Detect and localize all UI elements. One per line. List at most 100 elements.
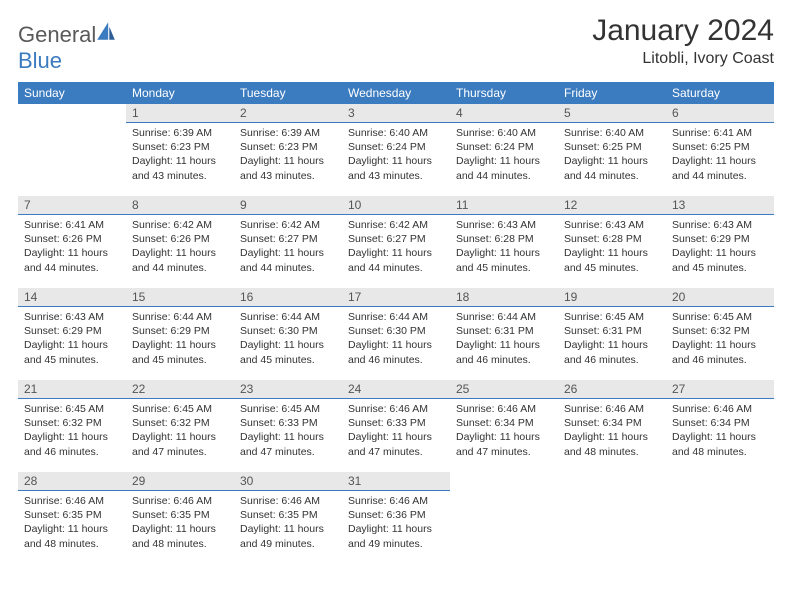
sunset-text: Sunset: 6:31 PM	[564, 324, 660, 338]
sunrise-text: Sunrise: 6:42 AM	[132, 218, 228, 232]
daylight-text: Daylight: 11 hours and 44 minutes.	[456, 154, 552, 182]
daylight-text: Daylight: 11 hours and 48 minutes.	[132, 522, 228, 550]
day-details: Sunrise: 6:42 AMSunset: 6:27 PMDaylight:…	[342, 215, 450, 279]
calendar-cell: 26Sunrise: 6:46 AMSunset: 6:34 PMDayligh…	[558, 380, 666, 472]
header: General Blue January 2024 Litobli, Ivory…	[18, 14, 774, 74]
daylight-text: Daylight: 11 hours and 43 minutes.	[348, 154, 444, 182]
daylight-text: Daylight: 11 hours and 48 minutes.	[564, 430, 660, 458]
calendar-cell: 28Sunrise: 6:46 AMSunset: 6:35 PMDayligh…	[18, 472, 126, 564]
calendar-cell: 1Sunrise: 6:39 AMSunset: 6:23 PMDaylight…	[126, 104, 234, 196]
daylight-text: Daylight: 11 hours and 46 minutes.	[348, 338, 444, 366]
daylight-text: Daylight: 11 hours and 45 minutes.	[240, 338, 336, 366]
daylight-text: Daylight: 11 hours and 44 minutes.	[348, 246, 444, 274]
daylight-text: Daylight: 11 hours and 46 minutes.	[672, 338, 768, 366]
brand-text-2: Blue	[18, 48, 62, 73]
day-details: Sunrise: 6:46 AMSunset: 6:33 PMDaylight:…	[342, 399, 450, 463]
sunrise-text: Sunrise: 6:40 AM	[456, 126, 552, 140]
sunrise-text: Sunrise: 6:43 AM	[564, 218, 660, 232]
day-number: 22	[126, 380, 234, 399]
calendar-cell: 18Sunrise: 6:44 AMSunset: 6:31 PMDayligh…	[450, 288, 558, 380]
calendar-cell: 5Sunrise: 6:40 AMSunset: 6:25 PMDaylight…	[558, 104, 666, 196]
calendar-cell: 16Sunrise: 6:44 AMSunset: 6:30 PMDayligh…	[234, 288, 342, 380]
sunrise-text: Sunrise: 6:46 AM	[672, 402, 768, 416]
day-number: 28	[18, 472, 126, 491]
sunset-text: Sunset: 6:24 PM	[348, 140, 444, 154]
sunrise-text: Sunrise: 6:46 AM	[348, 494, 444, 508]
day-number: 31	[342, 472, 450, 491]
daylight-text: Daylight: 11 hours and 44 minutes.	[564, 154, 660, 182]
day-number: 1	[126, 104, 234, 123]
sunrise-text: Sunrise: 6:40 AM	[564, 126, 660, 140]
sunrise-text: Sunrise: 6:45 AM	[24, 402, 120, 416]
sunset-text: Sunset: 6:29 PM	[672, 232, 768, 246]
day-details: Sunrise: 6:42 AMSunset: 6:27 PMDaylight:…	[234, 215, 342, 279]
day-details: Sunrise: 6:43 AMSunset: 6:28 PMDaylight:…	[450, 215, 558, 279]
sunrise-text: Sunrise: 6:46 AM	[348, 402, 444, 416]
day-details: Sunrise: 6:45 AMSunset: 6:32 PMDaylight:…	[666, 307, 774, 371]
day-number: 10	[342, 196, 450, 215]
calendar-cell: 23Sunrise: 6:45 AMSunset: 6:33 PMDayligh…	[234, 380, 342, 472]
day-details: Sunrise: 6:46 AMSunset: 6:34 PMDaylight:…	[558, 399, 666, 463]
brand-logo: General Blue	[18, 14, 117, 74]
calendar-cell: 2Sunrise: 6:39 AMSunset: 6:23 PMDaylight…	[234, 104, 342, 196]
daylight-text: Daylight: 11 hours and 47 minutes.	[132, 430, 228, 458]
daylight-text: Daylight: 11 hours and 44 minutes.	[672, 154, 768, 182]
sunset-text: Sunset: 6:30 PM	[240, 324, 336, 338]
sunset-text: Sunset: 6:29 PM	[24, 324, 120, 338]
sunset-text: Sunset: 6:32 PM	[132, 416, 228, 430]
calendar-cell: 14Sunrise: 6:43 AMSunset: 6:29 PMDayligh…	[18, 288, 126, 380]
sunset-text: Sunset: 6:29 PM	[132, 324, 228, 338]
calendar-cell: 8Sunrise: 6:42 AMSunset: 6:26 PMDaylight…	[126, 196, 234, 288]
daylight-text: Daylight: 11 hours and 49 minutes.	[240, 522, 336, 550]
day-details: Sunrise: 6:44 AMSunset: 6:30 PMDaylight:…	[234, 307, 342, 371]
day-number: 26	[558, 380, 666, 399]
calendar-cell: 24Sunrise: 6:46 AMSunset: 6:33 PMDayligh…	[342, 380, 450, 472]
day-number: 27	[666, 380, 774, 399]
day-number: 7	[18, 196, 126, 215]
day-details: Sunrise: 6:46 AMSunset: 6:36 PMDaylight:…	[342, 491, 450, 555]
sunrise-text: Sunrise: 6:39 AM	[240, 126, 336, 140]
day-number: 21	[18, 380, 126, 399]
day-number: 30	[234, 472, 342, 491]
day-details: Sunrise: 6:43 AMSunset: 6:28 PMDaylight:…	[558, 215, 666, 279]
weekday-header: Saturday	[666, 82, 774, 104]
calendar-cell: 7Sunrise: 6:41 AMSunset: 6:26 PMDaylight…	[18, 196, 126, 288]
day-number: 18	[450, 288, 558, 307]
daylight-text: Daylight: 11 hours and 45 minutes.	[24, 338, 120, 366]
sunset-text: Sunset: 6:25 PM	[564, 140, 660, 154]
calendar-cell: 21Sunrise: 6:45 AMSunset: 6:32 PMDayligh…	[18, 380, 126, 472]
sunset-text: Sunset: 6:33 PM	[240, 416, 336, 430]
sunset-text: Sunset: 6:28 PM	[456, 232, 552, 246]
sunrise-text: Sunrise: 6:46 AM	[240, 494, 336, 508]
sunrise-text: Sunrise: 6:40 AM	[348, 126, 444, 140]
sunrise-text: Sunrise: 6:46 AM	[456, 402, 552, 416]
sunrise-text: Sunrise: 6:42 AM	[348, 218, 444, 232]
day-number: 4	[450, 104, 558, 123]
weekday-header: Sunday	[18, 82, 126, 104]
day-number: 2	[234, 104, 342, 123]
day-number: 12	[558, 196, 666, 215]
sail-icon	[95, 20, 117, 42]
sunset-text: Sunset: 6:32 PM	[24, 416, 120, 430]
calendar-week: 28Sunrise: 6:46 AMSunset: 6:35 PMDayligh…	[18, 472, 774, 564]
day-details: Sunrise: 6:44 AMSunset: 6:31 PMDaylight:…	[450, 307, 558, 371]
weekday-header: Thursday	[450, 82, 558, 104]
daylight-text: Daylight: 11 hours and 46 minutes.	[564, 338, 660, 366]
calendar-cell: 19Sunrise: 6:45 AMSunset: 6:31 PMDayligh…	[558, 288, 666, 380]
sunrise-text: Sunrise: 6:43 AM	[672, 218, 768, 232]
calendar-cell: 15Sunrise: 6:44 AMSunset: 6:29 PMDayligh…	[126, 288, 234, 380]
calendar-cell: 22Sunrise: 6:45 AMSunset: 6:32 PMDayligh…	[126, 380, 234, 472]
sunset-text: Sunset: 6:35 PM	[240, 508, 336, 522]
day-number: 6	[666, 104, 774, 123]
day-details: Sunrise: 6:41 AMSunset: 6:25 PMDaylight:…	[666, 123, 774, 187]
day-number: 3	[342, 104, 450, 123]
daylight-text: Daylight: 11 hours and 44 minutes.	[132, 246, 228, 274]
calendar-cell: 29Sunrise: 6:46 AMSunset: 6:35 PMDayligh…	[126, 472, 234, 564]
sunrise-text: Sunrise: 6:46 AM	[564, 402, 660, 416]
day-number: 20	[666, 288, 774, 307]
day-details: Sunrise: 6:44 AMSunset: 6:29 PMDaylight:…	[126, 307, 234, 371]
sunset-text: Sunset: 6:35 PM	[132, 508, 228, 522]
daylight-text: Daylight: 11 hours and 44 minutes.	[240, 246, 336, 274]
sunrise-text: Sunrise: 6:46 AM	[132, 494, 228, 508]
sunrise-text: Sunrise: 6:45 AM	[672, 310, 768, 324]
